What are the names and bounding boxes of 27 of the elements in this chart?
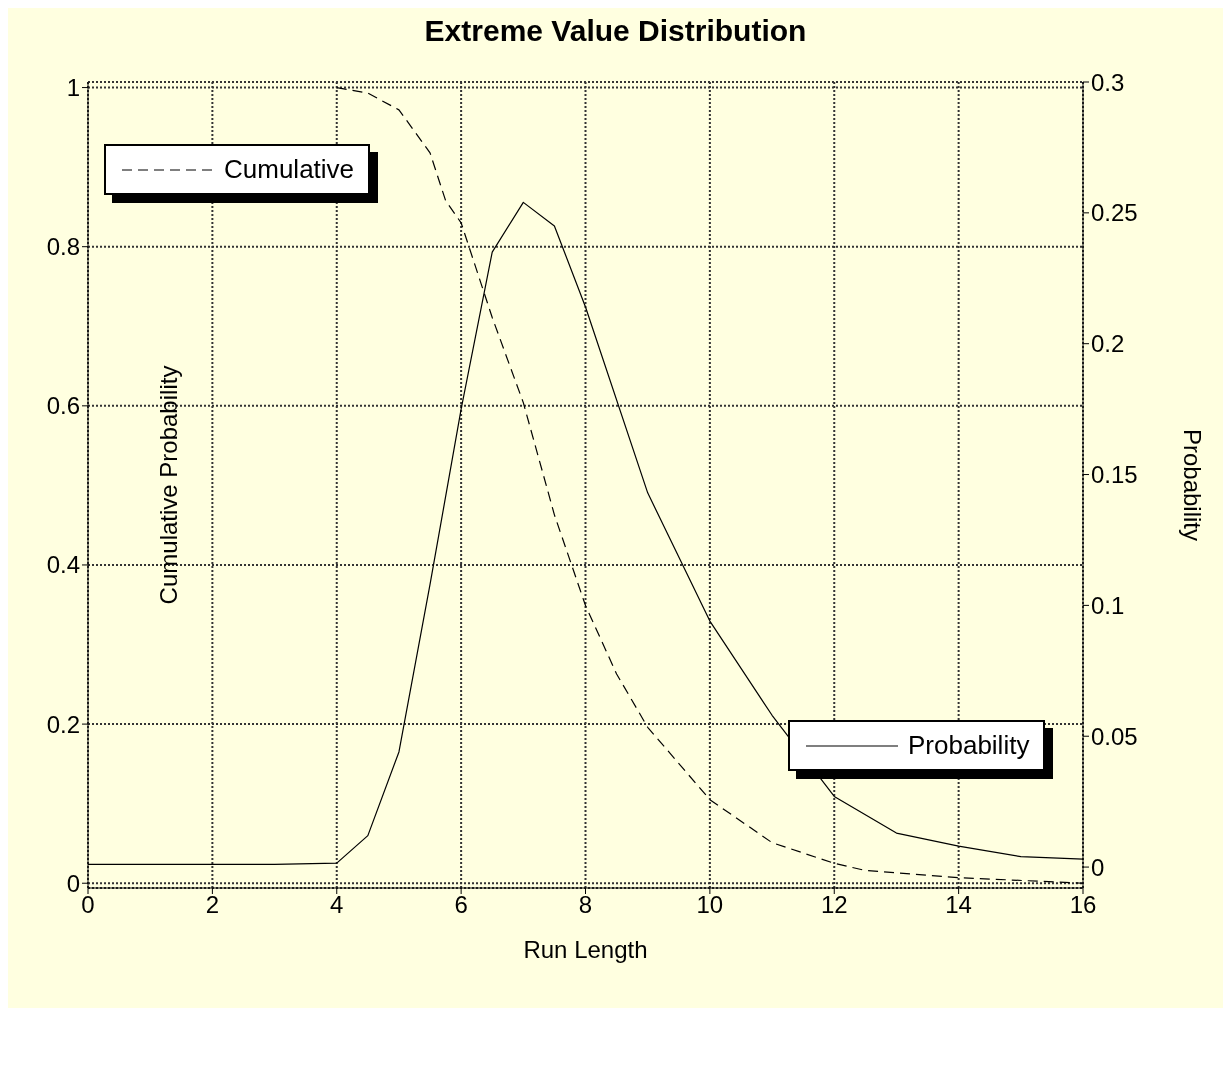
- y2-tick-label: 0.25: [1091, 199, 1138, 227]
- x-tick-label: 4: [330, 891, 344, 919]
- y2-tick-label: 0.15: [1091, 461, 1138, 489]
- x-tick-label: 6: [454, 891, 468, 919]
- y2-tick-label: 0.05: [1091, 722, 1138, 750]
- x-tick-label: 8: [578, 891, 593, 919]
- y2-tick-label: 0.3: [1091, 68, 1125, 96]
- x-tick-label: 2: [205, 891, 220, 919]
- x-tick-label: 14: [945, 891, 972, 919]
- y-tick-label: 0.8: [46, 233, 80, 261]
- y-tick-label: 0.2: [46, 710, 80, 738]
- y-tick-label: 0.4: [46, 551, 80, 579]
- x-tick-label: 16: [1069, 891, 1097, 919]
- y2-axis-title: Probability: [1179, 428, 1207, 542]
- y-axis-title: Cumulative Probability: [154, 365, 182, 605]
- legend-label: Probability: [908, 730, 1030, 761]
- y2-tick-label: 0.1: [1091, 591, 1125, 619]
- y2-tick-label: 0.2: [1091, 330, 1125, 358]
- y-tick-label: 1: [66, 74, 80, 102]
- legend-label: Cumulative: [224, 154, 355, 185]
- x-tick-label: 12: [820, 891, 848, 919]
- chart-title: Extreme Value Distribution: [423, 14, 808, 48]
- y-tick-label: 0.6: [46, 392, 80, 420]
- y2-tick-label: 0: [1091, 853, 1105, 881]
- y-tick-label: 0: [66, 869, 80, 897]
- x-tick-label: 10: [696, 891, 724, 919]
- x-axis-title: Run Length: [523, 936, 648, 963]
